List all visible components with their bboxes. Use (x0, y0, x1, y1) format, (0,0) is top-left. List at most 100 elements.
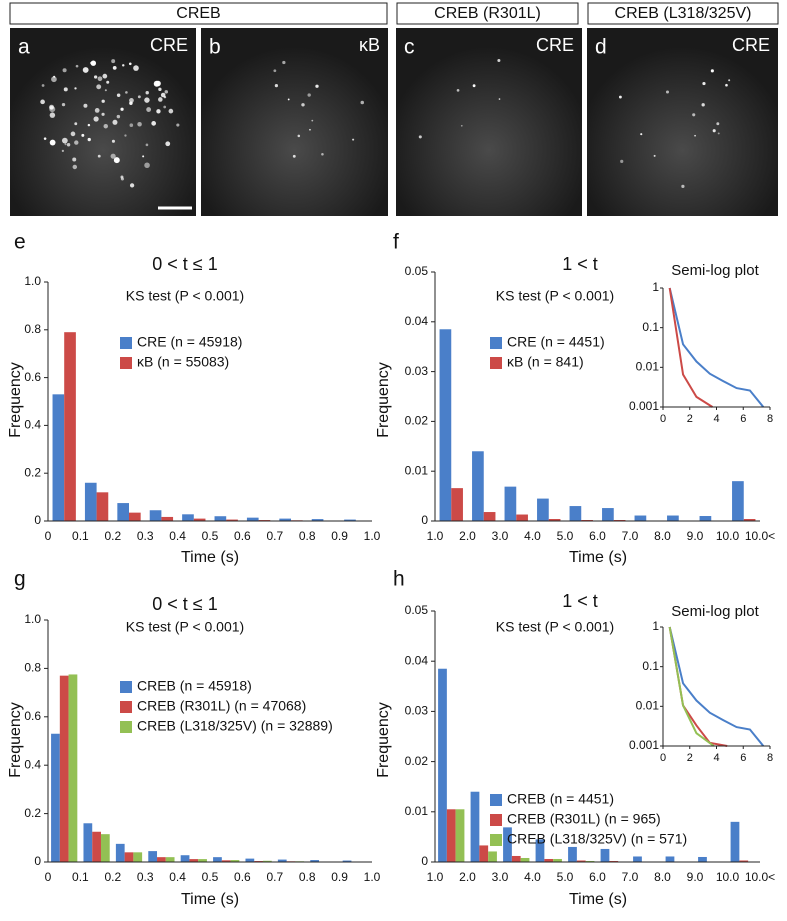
panel-letter: h (393, 568, 405, 591)
legend-label: CRE (n = 4451) (507, 334, 605, 350)
legend-swatch (490, 834, 502, 846)
fluorescent-spot (418, 135, 422, 139)
micrograph (10, 28, 196, 216)
fluorescent-spot (72, 157, 77, 162)
fluorescent-spot (43, 137, 47, 140)
fluorescent-spot (87, 137, 91, 142)
line (668, 287, 765, 408)
bar (479, 845, 489, 862)
fluorescent-spot (498, 98, 501, 100)
bar (470, 791, 480, 862)
fluorescent-spot (164, 90, 169, 94)
panel-letter: b (209, 36, 221, 59)
y-axis-label: Frequency (7, 362, 24, 438)
bar (511, 855, 521, 862)
bar (568, 846, 577, 862)
fluorescent-spot (681, 184, 685, 189)
x-tick-label: 10.0< (745, 529, 775, 543)
x-tick-label: 0.8 (299, 870, 316, 884)
x-tick-label: 0.2 (104, 529, 121, 543)
x-tick-label: 5.0 (557, 529, 574, 543)
line (668, 287, 714, 408)
fluorescent-spot (120, 107, 124, 111)
bar (182, 514, 194, 521)
line (668, 626, 728, 747)
x-axis-label: Time (s) (181, 891, 239, 908)
bar (213, 857, 222, 862)
fluorescent-spot (145, 143, 149, 147)
bar (230, 860, 240, 862)
fluorescent-spot (125, 91, 128, 94)
y-tick-label: 0.2 (24, 465, 41, 479)
x-tick-label: 8.0 (654, 529, 671, 543)
y-tick-label: 0.6 (24, 709, 41, 723)
bar (310, 860, 320, 862)
bar (455, 809, 465, 862)
chart-title: 0 < t ≤ 1 (152, 594, 217, 614)
y-tick-label: 0 (34, 854, 41, 868)
image-label: κB (359, 35, 380, 55)
bar (739, 860, 749, 862)
x-tick-label: 0.9 (331, 529, 348, 543)
fluorescent-spot (64, 143, 67, 146)
legend-label: CREB (L318/325V) (n = 571) (507, 831, 687, 847)
inset-title: Semi-log plot (671, 262, 759, 279)
fluorescent-spot (124, 134, 127, 137)
bar (698, 856, 707, 862)
fluorescent-spot (297, 134, 301, 138)
fluorescent-spot (692, 113, 696, 117)
bar (96, 492, 109, 521)
y-tick-label: 1 (652, 619, 659, 633)
fluorescent-spot (640, 133, 643, 136)
header-label: CREB (176, 5, 220, 22)
bar (504, 486, 517, 521)
legend-swatch (120, 357, 132, 369)
legend-label: CREB (n = 45918) (137, 678, 252, 694)
legend-swatch (490, 814, 502, 826)
panel-letter: f (393, 231, 399, 254)
x-tick-label: 10.0 (716, 870, 740, 884)
fluorescent-spot (165, 141, 171, 147)
x-tick-label: 7.0 (622, 870, 639, 884)
bar (157, 857, 166, 862)
x-tick-label: 0.6 (234, 870, 251, 884)
fluorescent-spot (497, 59, 501, 63)
fluorescent-spot (97, 76, 103, 82)
y-tick-label: 0.2 (24, 806, 41, 820)
bar (569, 506, 582, 521)
x-tick-label: 0.1 (72, 529, 89, 543)
x-tick-label: 6 (740, 752, 746, 764)
x-tick-label: 0.5 (202, 870, 219, 884)
y-tick-label: 0.01 (636, 360, 660, 374)
fluorescent-spot (61, 137, 68, 144)
bar (344, 519, 356, 521)
panel-letter: d (595, 36, 607, 59)
fluorescent-spot (74, 87, 77, 90)
fluorescent-spot (618, 95, 622, 99)
x-tick-label: 0.7 (266, 870, 283, 884)
fluorescent-spot (75, 64, 79, 68)
bar (221, 860, 231, 862)
fluorescent-spot (110, 153, 116, 159)
bar (189, 859, 199, 862)
legend-swatch (490, 357, 502, 369)
y-tick-label: 0.05 (405, 603, 429, 617)
fluorescent-spot (725, 83, 728, 87)
bar (488, 851, 497, 862)
fluorescent-spot (274, 84, 278, 88)
annotation: KS test (P < 0.001) (496, 619, 614, 635)
image-label: CRE (732, 35, 770, 55)
x-axis-label: Time (s) (569, 549, 627, 566)
fluorescent-spot (168, 108, 174, 114)
bar (129, 512, 141, 521)
fluorescent-spot (82, 67, 89, 73)
fluorescent-spot (701, 103, 705, 107)
y-tick-label: 0.04 (405, 653, 429, 667)
micrograph (396, 28, 582, 216)
fluorescent-spot (72, 164, 78, 170)
fluorescent-spot (96, 84, 102, 90)
fluorescent-spot (129, 98, 134, 103)
bar (64, 332, 76, 521)
y-tick-label: 0.01 (405, 804, 429, 818)
bar (520, 857, 530, 862)
